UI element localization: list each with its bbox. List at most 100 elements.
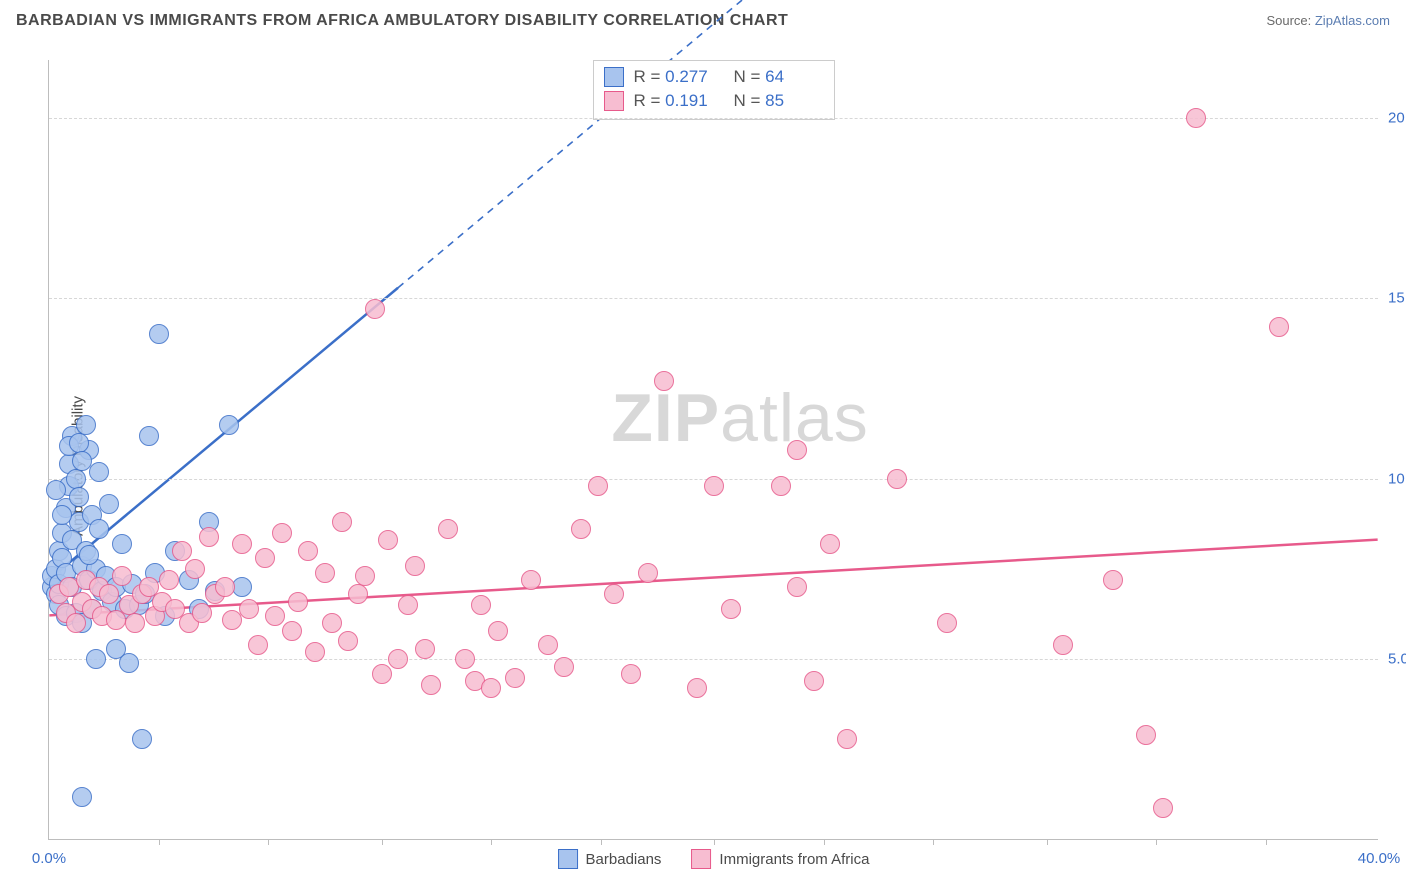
- data-point-immigrants: [488, 621, 508, 641]
- data-point-immigrants: [365, 299, 385, 319]
- data-point-immigrants: [378, 530, 398, 550]
- x-tick-mark: [824, 839, 825, 845]
- legend-swatch-immigrants: [604, 91, 624, 111]
- data-point-barbadians: [149, 324, 169, 344]
- data-point-immigrants: [255, 548, 275, 568]
- data-point-immigrants: [887, 469, 907, 489]
- data-point-barbadians: [79, 545, 99, 565]
- x-tick-mark: [1266, 839, 1267, 845]
- legend-swatch-immigrants-bottom: [691, 849, 711, 869]
- data-point-immigrants: [348, 584, 368, 604]
- data-point-immigrants: [215, 577, 235, 597]
- data-point-immigrants: [66, 613, 86, 633]
- data-point-immigrants: [338, 631, 358, 651]
- source-prefix: Source:: [1266, 13, 1314, 28]
- data-point-barbadians: [99, 494, 119, 514]
- data-point-immigrants: [192, 603, 212, 623]
- data-point-immigrants: [837, 729, 857, 749]
- data-point-immigrants: [332, 512, 352, 532]
- x-tick-label: 0.0%: [32, 850, 66, 867]
- x-tick-mark: [601, 839, 602, 845]
- x-tick-mark: [268, 839, 269, 845]
- data-point-immigrants: [937, 613, 957, 633]
- data-point-immigrants: [787, 440, 807, 460]
- x-tick-mark: [382, 839, 383, 845]
- data-point-barbadians: [89, 519, 109, 539]
- data-point-immigrants: [654, 371, 674, 391]
- data-point-immigrants: [820, 534, 840, 554]
- data-point-immigrants: [112, 566, 132, 586]
- data-point-immigrants: [588, 476, 608, 496]
- data-point-immigrants: [1136, 725, 1156, 745]
- data-point-barbadians: [219, 415, 239, 435]
- data-point-immigrants: [288, 592, 308, 612]
- data-point-barbadians: [89, 462, 109, 482]
- data-point-immigrants: [99, 584, 119, 604]
- data-point-immigrants: [521, 570, 541, 590]
- data-point-barbadians: [66, 469, 86, 489]
- data-point-immigrants: [322, 613, 342, 633]
- data-point-immigrants: [305, 642, 325, 662]
- data-point-immigrants: [248, 635, 268, 655]
- data-point-immigrants: [232, 534, 252, 554]
- data-point-immigrants: [415, 639, 435, 659]
- data-point-immigrants: [638, 563, 658, 583]
- source-link[interactable]: ZipAtlas.com: [1315, 13, 1390, 28]
- data-point-immigrants: [471, 595, 491, 615]
- x-tick-mark: [714, 839, 715, 845]
- data-point-immigrants: [282, 621, 302, 641]
- legend-item-immigrants: Immigrants from Africa: [691, 849, 869, 869]
- gridline-h: [49, 118, 1378, 119]
- y-tick-label: 20.0%: [1388, 109, 1406, 126]
- data-point-immigrants: [481, 678, 501, 698]
- legend-item-barbadians: Barbadians: [558, 849, 662, 869]
- y-tick-label: 5.0%: [1388, 651, 1406, 668]
- data-point-immigrants: [159, 570, 179, 590]
- gridline-h: [49, 659, 1378, 660]
- header-bar: BARBADIAN VS IMMIGRANTS FROM AFRICA AMBU…: [16, 12, 1390, 30]
- data-point-immigrants: [1269, 317, 1289, 337]
- data-point-immigrants: [372, 664, 392, 684]
- data-point-barbadians: [76, 415, 96, 435]
- plot-area: ZIPatlas R = 0.277 N = 64 R = 0.191 N = …: [48, 60, 1378, 840]
- data-point-immigrants: [421, 675, 441, 695]
- data-point-immigrants: [787, 577, 807, 597]
- gridline-h: [49, 298, 1378, 299]
- x-tick-mark: [1156, 839, 1157, 845]
- data-point-immigrants: [405, 556, 425, 576]
- n-value-barbadians: 64: [765, 67, 784, 86]
- watermark: ZIPatlas: [611, 379, 868, 457]
- data-point-immigrants: [272, 523, 292, 543]
- data-point-immigrants: [265, 606, 285, 626]
- data-point-immigrants: [172, 541, 192, 561]
- data-point-immigrants: [388, 649, 408, 669]
- x-tick-mark: [159, 839, 160, 845]
- data-point-barbadians: [69, 433, 89, 453]
- trend-lines-layer: [49, 60, 1378, 839]
- data-point-barbadians: [119, 653, 139, 673]
- data-point-immigrants: [398, 595, 418, 615]
- data-point-immigrants: [604, 584, 624, 604]
- data-point-barbadians: [52, 505, 72, 525]
- data-point-immigrants: [1186, 108, 1206, 128]
- data-point-immigrants: [771, 476, 791, 496]
- data-point-immigrants: [721, 599, 741, 619]
- y-tick-label: 10.0%: [1388, 470, 1406, 487]
- data-point-immigrants: [554, 657, 574, 677]
- data-point-immigrants: [1053, 635, 1073, 655]
- data-point-immigrants: [199, 527, 219, 547]
- x-tick-mark: [933, 839, 934, 845]
- data-point-barbadians: [72, 787, 92, 807]
- data-point-immigrants: [687, 678, 707, 698]
- r-value-immigrants: 0.191: [665, 91, 708, 110]
- data-point-immigrants: [621, 664, 641, 684]
- legend-row-immigrants: R = 0.191 N = 85: [604, 89, 824, 113]
- data-point-immigrants: [185, 559, 205, 579]
- y-tick-label: 15.0%: [1388, 290, 1406, 307]
- data-point-immigrants: [1153, 798, 1173, 818]
- data-point-immigrants: [125, 613, 145, 633]
- data-point-immigrants: [355, 566, 375, 586]
- series-legend: Barbadians Immigrants from Africa: [558, 849, 870, 869]
- legend-swatch-barbadians-bottom: [558, 849, 578, 869]
- data-point-immigrants: [239, 599, 259, 619]
